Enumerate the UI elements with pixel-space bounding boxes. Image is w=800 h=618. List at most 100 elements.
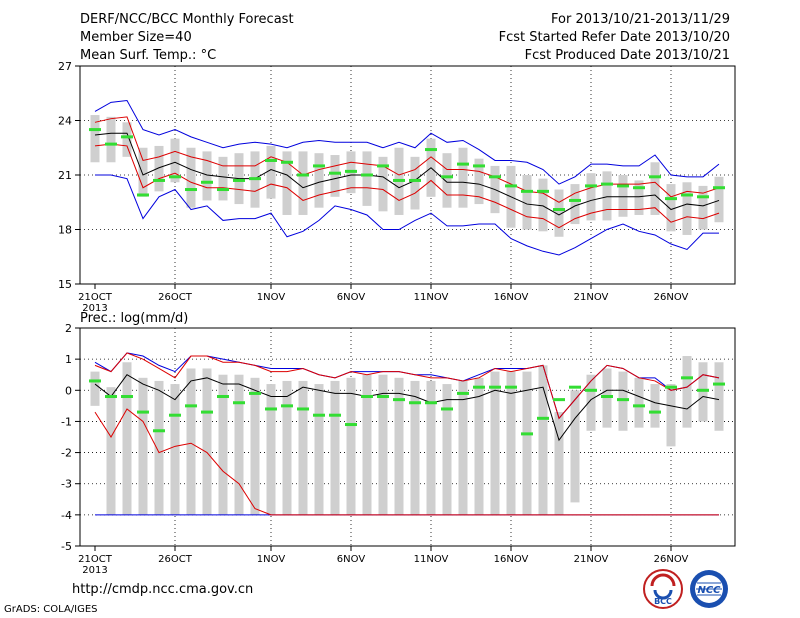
ensemble-box bbox=[586, 173, 596, 221]
observed-marker bbox=[649, 175, 661, 179]
observed-marker bbox=[505, 184, 517, 188]
x-tick-label: 21NOV bbox=[574, 292, 609, 303]
ensemble-box bbox=[394, 377, 404, 515]
observed-marker bbox=[601, 395, 613, 399]
observed-marker bbox=[521, 432, 533, 436]
grads-credit: GrADS: COLA/IGES bbox=[4, 604, 98, 615]
y-tick-label: 1 bbox=[65, 353, 72, 366]
ensemble-box bbox=[506, 371, 516, 515]
observed-marker bbox=[169, 175, 181, 179]
ensemble-box bbox=[170, 138, 180, 183]
observed-marker bbox=[569, 198, 581, 202]
observed-marker bbox=[665, 197, 677, 201]
observed-marker bbox=[489, 385, 501, 389]
ensemble-box bbox=[634, 377, 644, 428]
observed-marker bbox=[649, 410, 661, 414]
ensemble-box bbox=[602, 368, 612, 428]
y-tick-label: -2 bbox=[61, 447, 72, 460]
ensemble-box bbox=[314, 153, 324, 208]
observed-marker bbox=[169, 413, 181, 417]
ensemble-box bbox=[698, 185, 708, 230]
x-tick-label: 11NOV bbox=[414, 292, 449, 303]
ensemble-box bbox=[218, 374, 228, 515]
ensemble-box bbox=[90, 371, 100, 406]
x-tick-label: 6NOV bbox=[337, 554, 366, 565]
observed-marker bbox=[121, 135, 133, 139]
ensemble-box bbox=[106, 387, 116, 515]
observed-marker bbox=[217, 188, 229, 192]
ensemble-box bbox=[106, 116, 116, 163]
ensemble-box bbox=[410, 380, 420, 515]
precipitation-panel-label: Prec.: log(mm/d) bbox=[80, 311, 188, 326]
observed-marker bbox=[329, 171, 341, 175]
ensemble-box bbox=[186, 147, 196, 208]
observed-marker bbox=[233, 178, 245, 182]
ensemble-box bbox=[474, 158, 484, 205]
plot-frame bbox=[79, 327, 736, 547]
observed-marker bbox=[617, 184, 629, 188]
ensemble-box bbox=[474, 377, 484, 515]
ensemble-box bbox=[282, 151, 292, 215]
ensemble-box bbox=[282, 380, 292, 515]
ensemble-box bbox=[218, 156, 228, 201]
observed-marker bbox=[313, 164, 325, 168]
ensemble-box bbox=[442, 153, 452, 208]
observed-marker bbox=[425, 401, 437, 405]
observed-marker bbox=[553, 208, 565, 212]
ensemble-box bbox=[666, 184, 676, 232]
observed-marker bbox=[265, 158, 277, 162]
ensemble-mean-line bbox=[94, 374, 720, 442]
ensemble-box bbox=[90, 115, 100, 163]
observed-marker bbox=[681, 376, 693, 380]
x-tick-label: 21NOV bbox=[574, 554, 609, 565]
y-tick-label: -5 bbox=[61, 540, 72, 553]
x-tick-label: 21OCT bbox=[78, 292, 113, 303]
source-url[interactable]: http://cmdp.ncc.cma.gov.cn bbox=[72, 582, 254, 597]
observed-marker bbox=[665, 385, 677, 389]
observed-marker bbox=[457, 391, 469, 395]
ensemble-box bbox=[378, 156, 388, 212]
observed-marker bbox=[441, 407, 453, 411]
ensemble-box bbox=[442, 384, 452, 515]
ensemble-box bbox=[330, 155, 340, 197]
observed-marker bbox=[185, 404, 197, 408]
observed-marker bbox=[361, 395, 373, 399]
ensemble-box bbox=[634, 180, 644, 215]
x-tick-label: 1NOV bbox=[257, 554, 286, 565]
observed-marker bbox=[201, 410, 213, 414]
observed-marker bbox=[585, 184, 597, 188]
ensemble-box bbox=[650, 162, 660, 215]
ensemble-box bbox=[298, 151, 308, 215]
observed-marker bbox=[409, 178, 421, 182]
observed-marker bbox=[617, 398, 629, 402]
observed-marker bbox=[313, 413, 325, 417]
observed-marker bbox=[281, 404, 293, 408]
observed-marker bbox=[265, 407, 277, 411]
ensemble-box bbox=[458, 147, 468, 208]
member-size-label: Member Size=40 bbox=[80, 30, 192, 45]
ensemble-box bbox=[266, 384, 276, 515]
observed-marker bbox=[409, 401, 421, 405]
observed-marker bbox=[585, 388, 597, 392]
observed-marker bbox=[425, 148, 437, 152]
lower-std-line bbox=[94, 143, 720, 229]
ensemble-box bbox=[570, 184, 580, 225]
y-tick-label: 24 bbox=[58, 115, 72, 128]
y-tick-label: 18 bbox=[58, 224, 72, 237]
ensemble-box bbox=[362, 374, 372, 515]
ensemble-box bbox=[186, 368, 196, 515]
ensemble-box bbox=[490, 371, 500, 515]
ncc-logo-icon: NCC bbox=[690, 570, 728, 608]
observed-marker bbox=[681, 193, 693, 197]
observed-marker bbox=[553, 398, 565, 402]
observed-marker bbox=[281, 160, 293, 164]
ensemble-box bbox=[602, 171, 612, 221]
ensemble-box bbox=[554, 412, 564, 515]
observed-marker bbox=[473, 164, 485, 168]
ensemble-box bbox=[202, 368, 212, 515]
ensemble-box bbox=[122, 122, 132, 157]
x-tick-label: 16NOV bbox=[494, 292, 529, 303]
observed-marker bbox=[377, 164, 389, 168]
x-tick-year-label: 2013 bbox=[82, 303, 107, 314]
